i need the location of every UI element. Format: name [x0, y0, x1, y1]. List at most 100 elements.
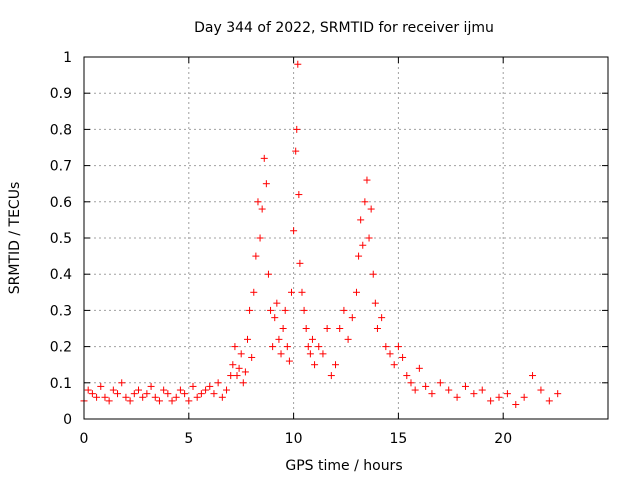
- data-point: [130, 390, 138, 398]
- y-tick-label: 0.9: [50, 86, 72, 102]
- data-point: [84, 386, 92, 394]
- data-point: [302, 325, 310, 332]
- data-point: [277, 350, 285, 358]
- data-point: [267, 306, 275, 314]
- data-point: [271, 314, 279, 322]
- data-point: [520, 393, 528, 401]
- data-series: [80, 60, 562, 409]
- data-point: [233, 372, 241, 380]
- data-point: [210, 390, 218, 398]
- data-point: [422, 382, 430, 390]
- data-point: [294, 60, 302, 68]
- data-point: [390, 361, 398, 369]
- data-point: [545, 397, 553, 405]
- data-point: [269, 343, 277, 351]
- data-point: [258, 205, 266, 213]
- data-point: [189, 382, 197, 390]
- data-point: [357, 216, 365, 224]
- data-point: [554, 390, 562, 398]
- data-point: [365, 234, 373, 242]
- data-point: [373, 325, 381, 332]
- data-point: [382, 343, 390, 351]
- data-point: [118, 379, 126, 387]
- data-point: [185, 397, 193, 405]
- data-point: [428, 390, 436, 398]
- data-point: [512, 401, 520, 409]
- x-tick-label: 10: [285, 431, 303, 447]
- data-point: [143, 390, 151, 398]
- data-point: [308, 335, 316, 343]
- data-point: [386, 350, 394, 358]
- data-point: [214, 379, 222, 387]
- data-point: [254, 198, 262, 206]
- data-point: [367, 205, 375, 213]
- y-tick-label: 0.3: [50, 303, 72, 319]
- data-point: [155, 397, 163, 405]
- x-tick-label: 15: [389, 431, 407, 447]
- data-point: [193, 393, 201, 401]
- data-point: [529, 372, 537, 380]
- data-point: [109, 386, 117, 394]
- data-point: [264, 270, 272, 278]
- data-point: [262, 180, 270, 188]
- data-point: [407, 379, 415, 387]
- data-point: [292, 147, 300, 155]
- data-point: [164, 390, 172, 398]
- data-point: [231, 343, 239, 351]
- data-point: [478, 386, 486, 394]
- data-point: [487, 397, 495, 405]
- y-tick-label: 0.5: [50, 231, 72, 247]
- data-point: [97, 382, 105, 390]
- data-point: [340, 306, 348, 314]
- data-point: [206, 382, 214, 390]
- data-point: [229, 361, 237, 369]
- data-point: [311, 361, 319, 369]
- y-tick-label: 1: [63, 50, 72, 66]
- data-point: [304, 343, 312, 351]
- data-point: [295, 191, 303, 199]
- data-point: [348, 314, 356, 322]
- data-point: [361, 198, 369, 206]
- data-point: [223, 386, 231, 394]
- y-tick-label: 0.7: [50, 159, 72, 175]
- data-point: [151, 393, 159, 401]
- data-point: [315, 343, 323, 351]
- data-point: [453, 393, 461, 401]
- data-point: [260, 154, 268, 162]
- data-point: [168, 397, 176, 405]
- data-point: [281, 306, 289, 314]
- data-point: [181, 390, 189, 398]
- y-axis-title: SRMTID / TECUs: [7, 182, 23, 295]
- grid: [84, 57, 608, 419]
- data-point: [256, 234, 264, 242]
- x-tick-label: 20: [494, 431, 512, 447]
- data-point: [352, 288, 360, 296]
- x-tick-label: 5: [184, 431, 193, 447]
- data-point: [394, 343, 402, 351]
- y-tick-label: 0.1: [50, 376, 72, 392]
- data-point: [378, 314, 386, 322]
- axes: 00.10.20.30.40.50.60.70.80.910 5 10 15 20: [50, 50, 608, 447]
- data-point: [237, 350, 245, 358]
- data-point: [252, 252, 260, 260]
- data-point: [332, 361, 340, 369]
- y-tick-label: 0: [63, 412, 72, 428]
- data-point: [503, 390, 511, 398]
- data-point: [114, 390, 122, 398]
- y-tick-label: 0.4: [50, 267, 72, 283]
- data-point: [369, 270, 377, 278]
- data-point: [202, 386, 210, 394]
- data-point: [88, 390, 96, 398]
- data-point: [246, 306, 254, 314]
- data-point: [126, 397, 134, 405]
- data-point: [298, 288, 306, 296]
- data-point: [306, 350, 314, 358]
- data-point: [227, 372, 235, 380]
- y-tick-label: 0.6: [50, 195, 72, 211]
- data-point: [235, 364, 243, 372]
- data-point: [470, 390, 478, 398]
- y-tick-label: 0.8: [50, 122, 72, 138]
- data-point: [288, 288, 296, 296]
- data-point: [327, 372, 335, 380]
